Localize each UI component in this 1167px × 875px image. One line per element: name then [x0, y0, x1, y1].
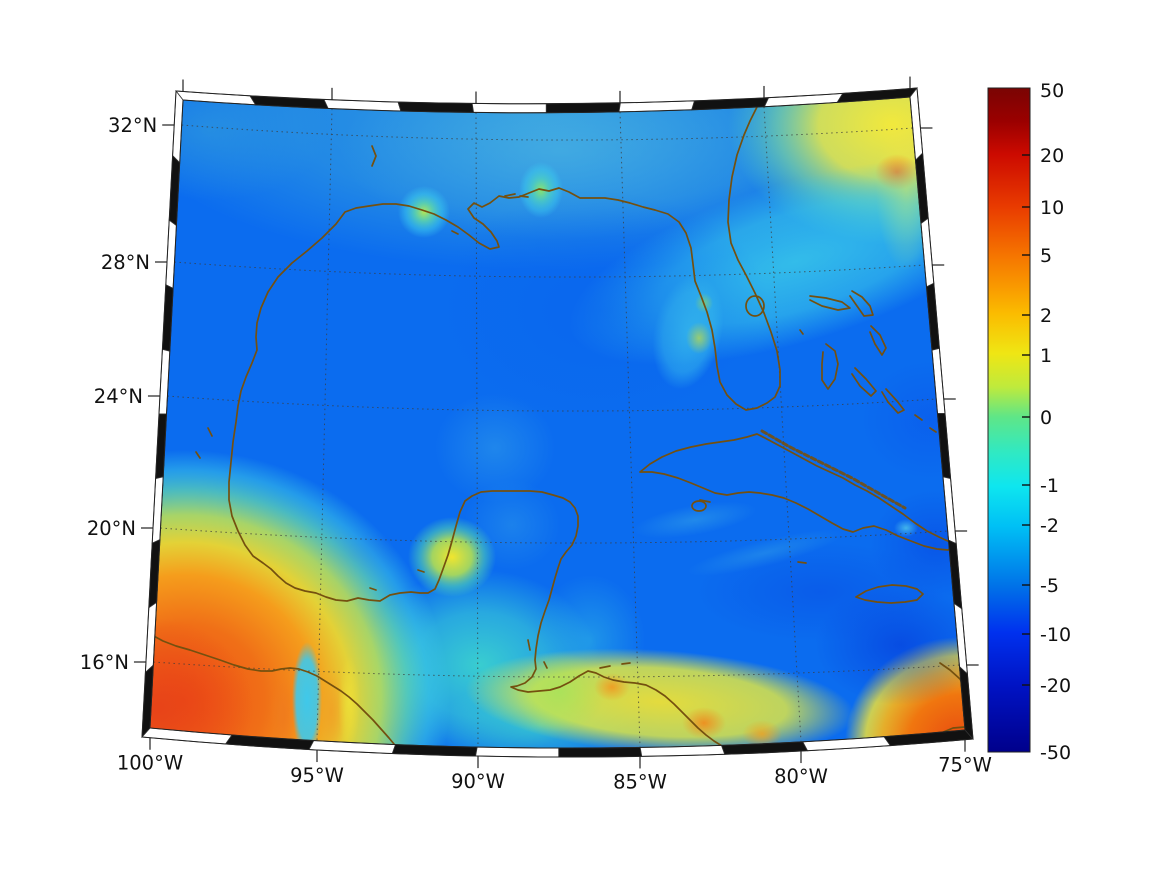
tehuantepec-yellow-right [338, 656, 360, 748]
colorbar-tick-label: 5 [1040, 245, 1052, 267]
colorbar-tick-label: -10 [1040, 624, 1071, 646]
lon-tick-label: 100°W [117, 752, 183, 775]
colorbar-tick-label: 0 [1040, 407, 1052, 429]
caribbean-navy-3 [860, 360, 965, 480]
lat-tick-label: 16°N [80, 651, 129, 674]
colorbar-tick-label: -1 [1040, 475, 1059, 497]
honduras-green-west [515, 652, 605, 732]
honduras-orange-3 [742, 720, 782, 748]
axes: 100°W 95°W 90°W 85°W 80°W 75°W 32°N 28°N 24°N 20°… [80, 76, 992, 793]
colorbar-tick-label: 50 [1040, 80, 1064, 102]
lat-tick-label: 20°N [87, 517, 136, 540]
lat-tick-label: 24°N [94, 385, 143, 408]
lat-tick-label: 32°N [108, 114, 157, 137]
lon-tick-label: 75°W [938, 754, 992, 777]
field-raster [150, 97, 965, 749]
south-cuba-streak-2 [687, 529, 843, 577]
lon-tick-label: 95°W [290, 764, 344, 787]
colorbar-gradient [987, 87, 1031, 753]
colorbar-tick-label: 1 [1040, 345, 1052, 367]
lon-tick-label: 85°W [613, 770, 667, 793]
central-gulf-dark [430, 190, 770, 430]
tehuantepec-orange-left [270, 676, 296, 749]
lake-okeechobee-outline [745, 295, 765, 317]
coastlines [150, 106, 965, 747]
lat-tick-label: 28°N [101, 251, 150, 274]
honduras-orange-1 [594, 673, 630, 701]
sw-red-core [150, 618, 253, 749]
east-cuba-spot [894, 519, 918, 537]
colorbar-tick-label: 20 [1040, 145, 1064, 167]
colorbar-tick-label: -50 [1040, 742, 1071, 764]
galveston-green [398, 186, 450, 238]
colorbar-tick-label: -5 [1040, 575, 1059, 597]
colorbar-tick-label: -2 [1040, 515, 1059, 537]
south-cuba-streak-1 [633, 501, 757, 539]
light-nw-corner [150, 97, 330, 200]
colorbar-tick-label: 2 [1040, 305, 1052, 327]
map-frame [141, 86, 974, 758]
lon-tick-label: 80°W [774, 765, 828, 788]
lon-tick-label: 90°W [451, 770, 505, 793]
honduras-orange-2 [682, 707, 726, 739]
campeche-yellow [408, 517, 496, 597]
colorbar-tick-label: 10 [1040, 197, 1064, 219]
colorbar-tick-label: -20 [1040, 675, 1071, 697]
west-gulf-light-1 [435, 393, 555, 503]
